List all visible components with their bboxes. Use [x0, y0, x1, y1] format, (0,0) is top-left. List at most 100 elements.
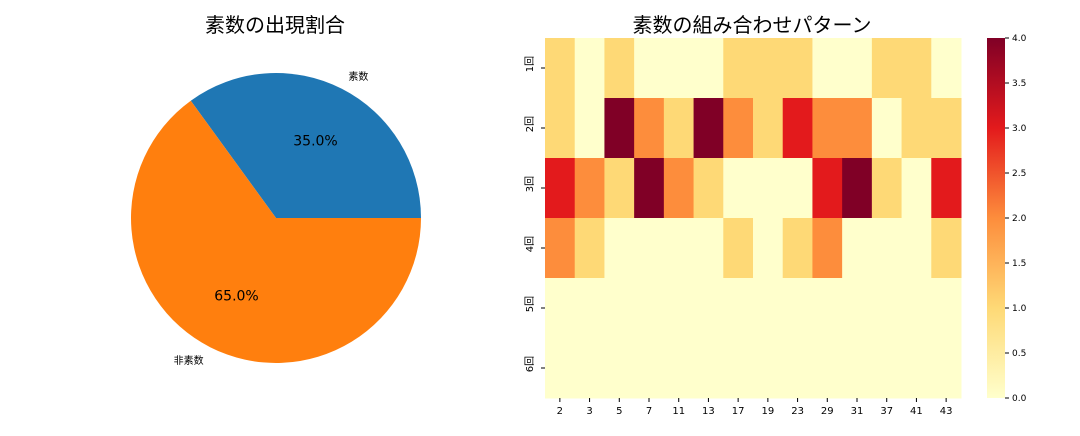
- heatmap-cell: [901, 278, 932, 339]
- y-tick-label: 6回: [524, 356, 536, 372]
- heatmap-cell: [693, 218, 724, 279]
- pie-title: 素数の出現割合: [205, 13, 345, 37]
- heatmap-cell: [782, 218, 813, 279]
- colorbar-tick-label: 3.0: [1012, 124, 1027, 134]
- heatmap-cell: [663, 278, 695, 339]
- heatmap-cell: [812, 218, 843, 279]
- heatmap-cell: [782, 38, 813, 99]
- colorbar-tick-label: 1.5: [1012, 259, 1026, 269]
- x-tick-label: 13: [702, 406, 715, 417]
- heatmap-cell: [545, 158, 576, 219]
- heatmap-cell: [753, 278, 784, 339]
- x-tick-label: 2: [557, 406, 563, 417]
- heatmap-cell: [545, 218, 576, 279]
- colorbar-tick-label: 2.0: [1012, 214, 1027, 224]
- heatmap-cell: [931, 38, 962, 99]
- heatmap-cell: [604, 278, 635, 339]
- colorbar-tick-label: 1.0: [1012, 304, 1027, 314]
- heatmap-cell: [871, 38, 903, 99]
- heatmap-cell: [753, 158, 784, 219]
- heatmap-cell: [574, 218, 605, 279]
- x-tick-label: 7: [646, 406, 652, 417]
- heatmap-cell: [871, 158, 903, 219]
- heatmap-cell: [871, 278, 903, 339]
- heatmap-cell: [931, 158, 962, 219]
- heatmap-cell: [842, 338, 873, 399]
- heatmap-cell: [545, 278, 576, 339]
- heatmap-cell: [901, 98, 932, 159]
- heatmap-cell: [693, 278, 724, 339]
- heatmap-cell: [574, 98, 605, 159]
- heatmap-cell: [812, 338, 843, 399]
- heatmap-cell: [782, 278, 813, 339]
- heatmap-cell: [545, 98, 576, 159]
- heatmap-cell: [574, 278, 605, 339]
- heatmap-cell: [634, 98, 665, 159]
- colorbar: 0.0 0.5 1.0 1.5 2.0 2.5 3.0 3.5 4.0: [987, 34, 1027, 404]
- heatmap-cell: [574, 38, 605, 99]
- heatmap-cell: [931, 218, 962, 279]
- colorbar-bar: [987, 38, 1005, 398]
- heatmap-cell: [634, 158, 665, 219]
- heatmap-cell: [663, 338, 695, 399]
- heatmap-cell: [842, 278, 873, 339]
- y-tick-label: 2回: [524, 116, 536, 132]
- heatmap-cell: [812, 278, 843, 339]
- x-tick-label: 37: [880, 406, 893, 417]
- x-tick-label: 19: [761, 406, 774, 417]
- x-tick-label: 3: [586, 406, 592, 417]
- heatmap-cell: [753, 338, 784, 399]
- y-tick-label: 4回: [524, 236, 536, 252]
- colorbar-tick-label: 2.5: [1012, 169, 1026, 179]
- heatmap-cell: [574, 338, 605, 399]
- pie-percent-label: 65.0%: [214, 289, 258, 305]
- heatmap-cell: [723, 158, 754, 219]
- x-tick-label: 5: [616, 406, 622, 417]
- heatmap-cell: [693, 158, 724, 219]
- heatmap-cell: [634, 278, 665, 339]
- heatmap-cell: [634, 338, 665, 399]
- heatmap-cell: [871, 338, 903, 399]
- x-tick-label: 17: [732, 406, 745, 417]
- pie-slice-label: 非素数: [174, 354, 204, 367]
- heatmap-cell: [931, 98, 962, 159]
- heatmap-cell: [812, 38, 843, 99]
- x-tick-label: 31: [851, 406, 864, 417]
- pie-slice: [190, 72, 421, 218]
- colorbar-tick-label: 0.0: [1012, 394, 1027, 404]
- heatmap-cell: [782, 338, 813, 399]
- heatmap-cell: [901, 338, 932, 399]
- heatmap-chart: 素数の組み合わせパターン 2 3 5 7 11 13 17 19 23 29 31 37 41 431回2…: [524, 13, 962, 417]
- heatmap-cell: [842, 158, 873, 219]
- heatmap-cell: [812, 98, 843, 159]
- x-tick-label: 43: [940, 406, 953, 417]
- heatmap-cell: [901, 158, 932, 219]
- heatmap-cell: [842, 218, 873, 279]
- pie-slice-label: 素数: [348, 70, 368, 83]
- heatmap-cell: [782, 158, 813, 219]
- pie-slice: [131, 100, 421, 363]
- y-tick-label: 1回: [524, 56, 536, 72]
- heatmap-cell: [812, 158, 843, 219]
- x-tick-label: 23: [791, 406, 804, 417]
- x-tick-label: 41: [910, 406, 923, 417]
- heatmap-cell: [723, 218, 754, 279]
- heatmap-cell: [663, 98, 695, 159]
- heatmap-cell: [604, 218, 635, 279]
- y-tick-label: 5回: [524, 296, 536, 312]
- heatmap-cell: [604, 38, 635, 99]
- heatmap-cell: [663, 218, 695, 279]
- x-tick-label: 29: [821, 406, 834, 417]
- heatmap-cell: [634, 218, 665, 279]
- heatmap-cell: [753, 98, 784, 159]
- heatmap-cell: [871, 98, 903, 159]
- y-tick-label: 3回: [524, 176, 536, 192]
- heatmap-cell: [723, 278, 754, 339]
- heatmap-title: 素数の組み合わせパターン: [633, 13, 872, 37]
- heatmap-cell: [901, 38, 932, 99]
- heatmap-cell: [693, 98, 724, 159]
- heatmap-cell: [931, 278, 962, 339]
- heatmap-cell: [663, 38, 695, 99]
